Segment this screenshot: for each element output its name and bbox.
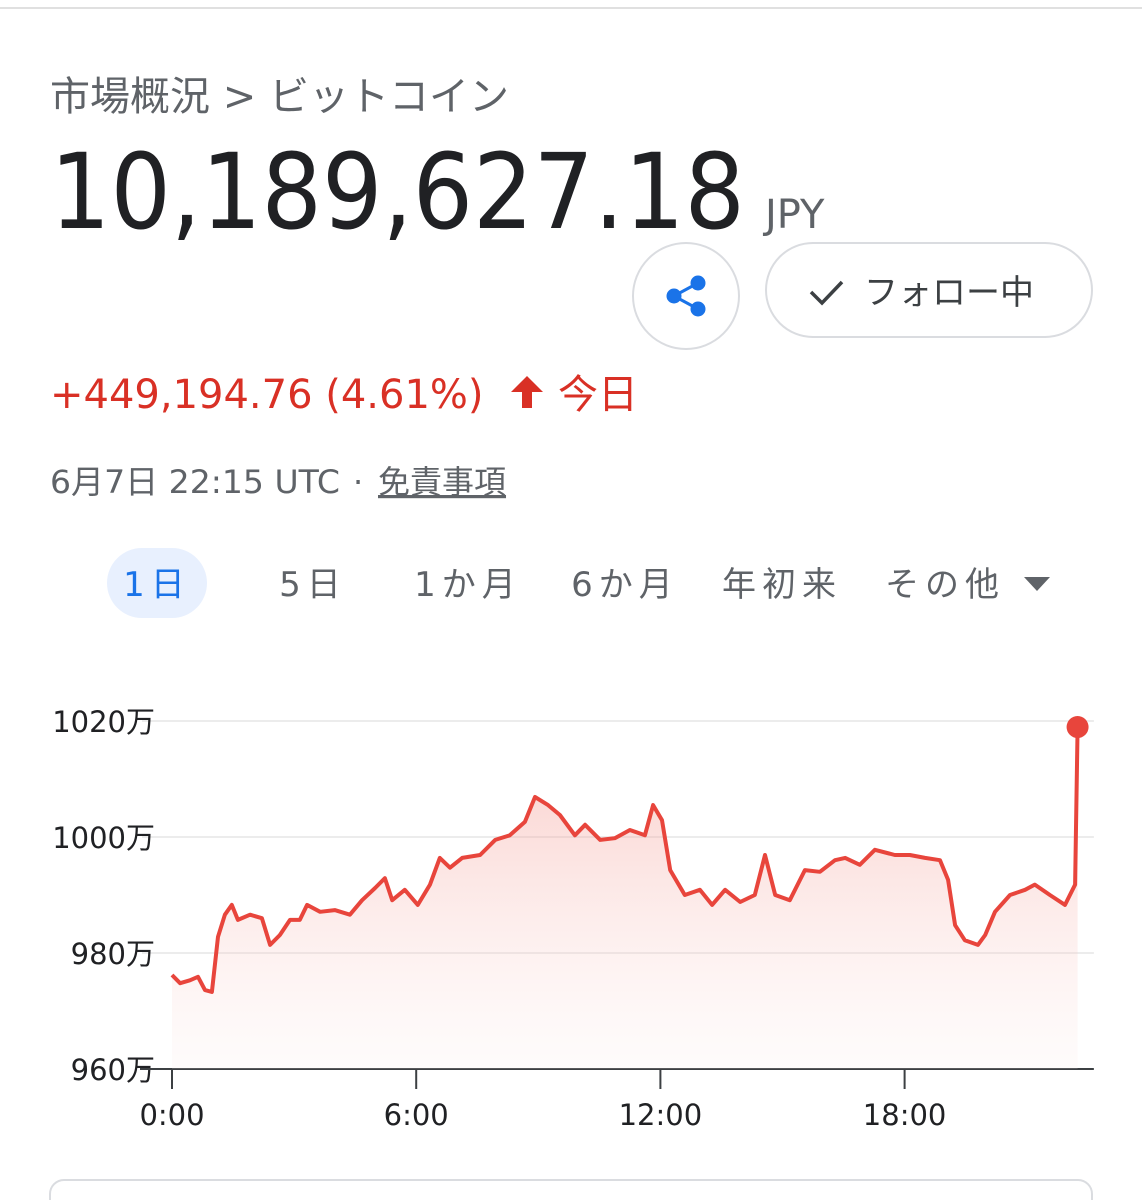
share-circle[interactable]	[632, 242, 740, 350]
x-tick-label: 6:00	[384, 1098, 449, 1132]
follow-pill[interactable]	[765, 242, 1093, 338]
x-tick-label: 0:00	[139, 1098, 204, 1132]
range-tab[interactable]: 1日	[123, 565, 191, 605]
range-tab[interactable]: 5日	[279, 565, 347, 605]
y-tick-label: 980万	[71, 937, 155, 971]
range-tab[interactable]: 1か月	[414, 565, 522, 605]
last-point	[1066, 716, 1089, 739]
disclaimer-link[interactable]: 免責事項	[378, 463, 506, 501]
range-tab[interactable]: 6か月	[571, 565, 679, 605]
x-tick-label: 12:00	[619, 1098, 703, 1132]
check-icon	[809, 280, 844, 306]
y-tick-label: 1020万	[52, 705, 155, 739]
price-line	[170, 726, 1080, 994]
price: 10,189,627.18	[50, 131, 745, 253]
area-fill	[172, 727, 1078, 1069]
dropdown-triangle[interactable]	[1024, 577, 1050, 591]
change-period: 今日	[558, 372, 638, 418]
range-tabs: 1日 5日 1か月 6か月 年初来 その他	[107, 548, 1005, 618]
range-tab[interactable]: その他	[885, 565, 1005, 605]
follow-button[interactable]: フォロー中	[765, 242, 1093, 338]
follow-label[interactable]: フォロー中	[864, 273, 1034, 313]
share-icon	[666, 275, 706, 317]
timestamp-separator: ·	[353, 463, 363, 501]
share-button[interactable]	[632, 242, 740, 350]
y-tick-label: 1000万	[52, 821, 155, 855]
price-change: +449,194.76 (4.61%)	[50, 372, 484, 418]
currency: JPY	[762, 192, 825, 238]
selected-tab-bg[interactable]	[107, 548, 207, 618]
breadcrumb[interactable]: 市場概況 > ビットコイン	[50, 74, 509, 120]
timestamp: 6月7日 22:15 UTC	[50, 463, 340, 501]
bottom-card	[49, 1179, 1093, 1200]
x-tick-label: 18:00	[863, 1098, 947, 1132]
up-arrow	[511, 376, 543, 408]
range-tab[interactable]: 年初来	[722, 565, 842, 605]
